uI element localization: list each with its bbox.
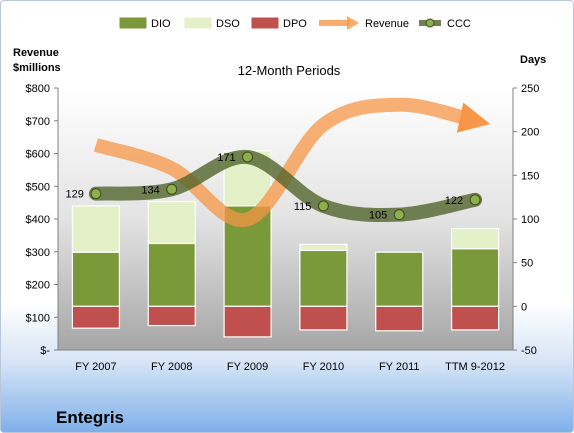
bar-dio [299,249,348,307]
x-tick-label: FY 2010 [303,361,344,373]
right-tick-label: 250 [521,83,539,95]
right-tick-label: 200 [521,127,539,139]
right-tick-label: 50 [521,258,533,270]
bar-dpo [147,305,196,327]
x-axis-ticks: FY 2007 FY 2008 FY 2009 FY 2010 FY 2011 TTM 9… [75,361,505,373]
ccc-data-label: 122 [445,195,463,207]
ccc-data-label: 115 [294,201,312,213]
right-tick-label: 100 [521,214,539,226]
ccc-data-label: 134 [141,184,159,196]
bar-dpo [223,305,272,338]
left-tick-label: $800 [26,83,50,95]
legend-marker [425,18,435,28]
right-tick-label: 0 [521,301,527,313]
right-tick-label: -50 [521,345,537,357]
ccc-point [317,200,329,212]
ccc-point [469,194,481,206]
ccc-data-label: 129 [66,189,84,201]
plot-area [58,88,513,350]
legend-swatch [250,16,280,30]
left-tick-label: $200 [26,280,50,292]
legend-label: Revenue [365,18,409,30]
ccc-point [90,188,102,200]
ccc-line-series [88,149,483,223]
x-tick-label: FY 2008 [151,361,192,373]
bar-dso [299,243,348,252]
legend-item-dpo: DPO [250,16,307,30]
bar-dio [71,251,121,307]
right-tick-label: 150 [521,170,539,182]
bar-dio [450,248,500,307]
ccc-data-label: 171 [217,152,235,164]
legend-item-dio: DIO [118,16,171,30]
legend-label: DIO [151,18,171,30]
x-tick-label: FY 2009 [227,361,268,373]
right-axis-ticks: -50 0 50 100 150 200 250 [513,83,539,357]
bar-dpo [375,305,424,332]
legend: DIO DSO DPO Revenue CCC [118,16,471,30]
left-axis-title-line1: Revenue [13,47,59,59]
left-tick-label: $600 [26,149,50,161]
legend-item-revenue: Revenue [319,16,409,30]
right-axis-title: Days [520,54,546,66]
legend-label: DPO [283,18,307,30]
bar-dio [147,242,196,307]
ccc-point [166,183,178,195]
left-tick-label: $100 [26,312,50,324]
legend-label: CCC [447,18,471,30]
bar-dpo [299,305,348,331]
legend-swatch [118,16,148,30]
bar-series [71,150,500,338]
legend-arrowhead [347,16,359,30]
bar-dio [375,251,424,307]
left-tick-label: $400 [26,214,50,226]
x-tick-label: FY 2011 [379,361,420,373]
ccc-data-labels: 129 134 171 115 105 122 [66,152,464,222]
legend-label: DSO [216,18,240,30]
left-tick-label: $- [40,345,50,357]
legend-item-dso: DSO [183,16,240,30]
left-axis-title-line2: $millions [13,62,61,74]
ccc-data-label: 105 [369,210,387,222]
x-tick-label: TTM 9-2012 [445,361,505,373]
chart-title: 12-Month Periods [238,63,341,78]
legend-item-ccc: CCC [419,18,471,30]
left-tick-label: $500 [26,181,50,193]
bar-dpo [71,305,121,329]
x-tick-label: FY 2007 [75,361,116,373]
ccc-point [393,209,405,221]
bar-dso [147,200,196,245]
left-tick-label: $300 [26,247,50,259]
bar-dso [71,205,121,253]
left-tick-label: $700 [26,116,50,128]
bar-dpo [450,305,500,331]
company-name: Entegris [56,408,124,427]
ccc-point [242,151,254,163]
bar-dso [450,228,500,250]
left-axis-ticks: $- $100 $200 $300 $400 $500 $600 $700 $800 [26,83,58,357]
legend-swatch [183,16,213,30]
